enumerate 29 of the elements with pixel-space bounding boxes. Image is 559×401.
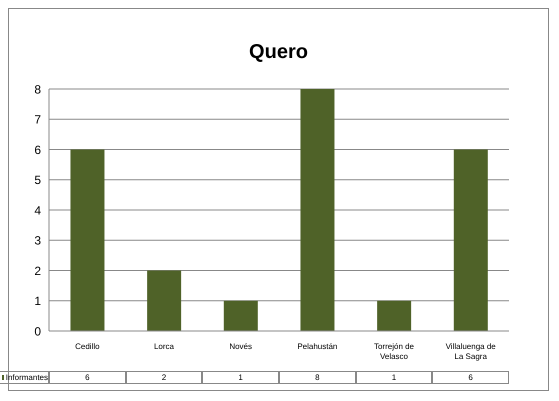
y-tick-label: 7 bbox=[34, 112, 42, 127]
x-tick-label: Villaluenga de La Sagra bbox=[446, 342, 496, 361]
data-label: 6 bbox=[49, 371, 126, 384]
data-label: 1 bbox=[202, 371, 279, 384]
legend-label: Informantes bbox=[6, 373, 48, 382]
bar bbox=[147, 270, 182, 331]
y-tick-label: 5 bbox=[34, 173, 42, 188]
data-label: 1 bbox=[356, 371, 432, 384]
bar bbox=[454, 150, 488, 331]
bar bbox=[70, 150, 104, 331]
x-tick-label: Lorca bbox=[154, 342, 175, 351]
bar bbox=[300, 89, 334, 331]
y-tick-label: 8 bbox=[34, 82, 42, 96]
x-tick-label: Torrejón de Velasco bbox=[374, 342, 415, 361]
y-tick-label: 3 bbox=[34, 234, 42, 248]
y-tick-label: 1 bbox=[34, 294, 42, 308]
y-tick-label: 6 bbox=[34, 142, 42, 157]
x-tick-label: Novés bbox=[229, 342, 252, 351]
chart-title: Quero bbox=[248, 41, 309, 65]
x-tick-label: Cedillo bbox=[75, 342, 100, 351]
y-tick-label: 4 bbox=[34, 203, 42, 218]
x-tick-label: Pelahustán bbox=[297, 342, 338, 351]
bar bbox=[224, 300, 258, 331]
data-label: 2 bbox=[126, 371, 202, 384]
bar bbox=[377, 300, 412, 331]
y-tick-label: 0 bbox=[34, 324, 42, 338]
data-label: 8 bbox=[279, 371, 356, 384]
y-tick-label: 2 bbox=[34, 264, 42, 278]
data-label: 6 bbox=[432, 371, 509, 384]
